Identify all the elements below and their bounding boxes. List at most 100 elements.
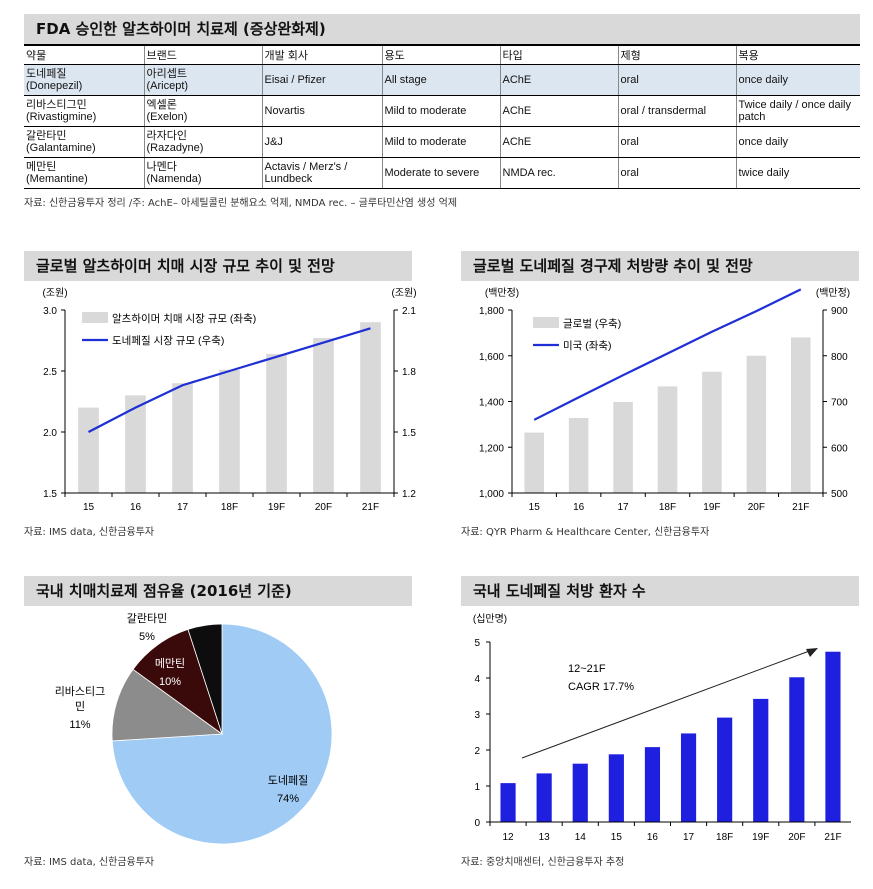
- chart3-source: 자료: IMS data, 신한금융투자: [24, 857, 155, 868]
- y-tick-label-right: 600: [831, 443, 848, 454]
- y-tick-label-left: 1,600: [479, 352, 504, 363]
- pie-label: 갈란타민: [127, 611, 167, 625]
- legend-label: 도네페질 시장 규모 (우축): [112, 335, 224, 347]
- legend-swatch-bar: [82, 312, 108, 323]
- brand-cell: 아리셉트 (Aricept): [144, 64, 263, 96]
- table-source-note: 자료: 신한금융투자 정리 /주: AchE– 아세틸콜린 분해요소 억제, N…: [24, 198, 458, 209]
- dosing-cell: Twice daily / once daily patch: [736, 95, 860, 127]
- company-cell: Actavis / Merz's / Lundbeck: [262, 157, 383, 189]
- table-row: 리바스티그민 (Rivastigmine) 엑셀론 (Exelon) Novarti…: [24, 95, 860, 127]
- x-tick-label: 13: [539, 832, 551, 843]
- chart4-source: 자료: 중앙치매센터, 신한금융투자 추정: [461, 857, 625, 868]
- fda-drug-table: 약물 브랜드 개발 회사 용도 타입 제형 복용 도네페질 (Donepezil)…: [24, 46, 860, 189]
- y-tick-label-right: 700: [831, 398, 848, 409]
- pie-label-cont: 민: [75, 700, 85, 713]
- bar: [125, 395, 146, 493]
- x-tick-label: 21F: [824, 832, 841, 843]
- chart1-source: 자료: IMS data, 신한금융투자: [24, 527, 155, 538]
- use-cell: Mild to moderate: [382, 95, 501, 127]
- y-tick-label: 2: [474, 746, 480, 757]
- bar: [524, 432, 544, 493]
- dosing-cell: once daily: [736, 64, 860, 96]
- dosing-cell: once daily: [736, 126, 860, 158]
- legend-label: 글로벌 (우축): [563, 318, 621, 330]
- pie-pct: 10%: [159, 676, 181, 688]
- y-tick-label-left: 2.5: [43, 367, 57, 378]
- pie-pct: 5%: [139, 631, 155, 643]
- y-tick-label-right: 1.5: [402, 428, 416, 439]
- use-cell: Moderate to severe: [382, 157, 501, 189]
- table-top-rule: [24, 44, 860, 46]
- x-tick-label: 17: [618, 502, 630, 513]
- trend-arrow-head: [806, 648, 818, 657]
- x-tick-label: 12: [502, 832, 514, 843]
- form-cell: oral: [618, 157, 737, 189]
- annotation-cagr: CAGR 17.7%: [568, 681, 634, 693]
- x-tick-label: 21F: [362, 502, 379, 513]
- x-tick-label: 19F: [268, 502, 285, 513]
- bar: [613, 401, 633, 493]
- bar: [266, 353, 287, 493]
- bar: [789, 677, 805, 822]
- bar: [313, 338, 334, 493]
- pie-slice: [111, 668, 224, 742]
- col-header-brand: 브랜드: [144, 46, 263, 65]
- unit-label-right: (백만정): [816, 287, 850, 299]
- unit-label-left: (조원): [42, 287, 67, 299]
- bar: [172, 383, 193, 493]
- brand-cell: 라자다인 (Razadyne): [144, 126, 263, 158]
- y-tick-label-left: 1,800: [479, 306, 504, 317]
- bar: [360, 322, 381, 493]
- x-tick-label: 20F: [788, 832, 805, 843]
- y-tick-label: 4: [474, 674, 480, 685]
- y-tick-label-left: 1,200: [479, 443, 504, 454]
- x-tick-label: 16: [573, 502, 585, 513]
- unit-label-right: (조원): [391, 287, 416, 299]
- x-tick-label: 18F: [221, 502, 238, 513]
- y-tick-label-left: 2.0: [43, 428, 57, 439]
- bar: [608, 754, 624, 822]
- x-tick-label: 18F: [716, 832, 733, 843]
- x-tick-label: 16: [130, 502, 142, 513]
- col-header-use: 용도: [382, 46, 501, 65]
- pie-slice: [187, 623, 223, 735]
- annotation-period: 12~21F: [568, 663, 606, 675]
- type-cell: NMDA rec.: [500, 157, 619, 189]
- bar: [219, 369, 240, 493]
- series-line: [533, 288, 802, 421]
- type-cell: AChE: [500, 95, 619, 127]
- col-header-company: 개발 회사: [262, 46, 383, 65]
- bar: [572, 763, 588, 822]
- x-tick-label: 18F: [659, 502, 676, 513]
- company-cell: Novartis: [262, 95, 383, 127]
- pie-pct: 11%: [69, 719, 90, 731]
- col-header-dosing: 복용: [736, 46, 860, 65]
- y-tick-label-right: 900: [831, 306, 848, 317]
- form-cell: oral / transdermal: [618, 95, 737, 127]
- x-tick-label: 20F: [748, 502, 765, 513]
- x-tick-label: 17: [683, 832, 695, 843]
- legend-swatch-bar: [533, 317, 559, 328]
- bar: [536, 773, 552, 822]
- drug-cell: 도네페질 (Donepezil): [24, 64, 145, 96]
- table-row: 메만틴 (Memantine) 나멘다 (Namenda) Actavis / Me…: [24, 157, 860, 189]
- bar: [791, 337, 811, 493]
- x-tick-label: 16: [647, 832, 659, 843]
- form-cell: oral: [618, 126, 737, 158]
- type-cell: AChE: [500, 126, 619, 158]
- dosing-cell: twice daily: [736, 157, 860, 189]
- y-tick-label-right: 1.8: [402, 367, 416, 378]
- pie-label: 도네페질: [268, 774, 308, 787]
- y-tick-label-left: 1,000: [479, 489, 504, 500]
- y-tick-label-right: 800: [831, 352, 848, 363]
- bar: [717, 717, 733, 822]
- form-cell: oral: [618, 64, 737, 96]
- chart3-title: 국내 치매치료제 점유율 (2016년 기준): [24, 576, 412, 606]
- series-line: [87, 327, 371, 433]
- use-cell: Mild to moderate: [382, 126, 501, 158]
- bar: [753, 698, 769, 822]
- company-cell: Eisai / Pfizer: [262, 64, 383, 96]
- x-tick-label: 15: [611, 832, 623, 843]
- brand-cell: 나멘다 (Namenda): [144, 157, 263, 189]
